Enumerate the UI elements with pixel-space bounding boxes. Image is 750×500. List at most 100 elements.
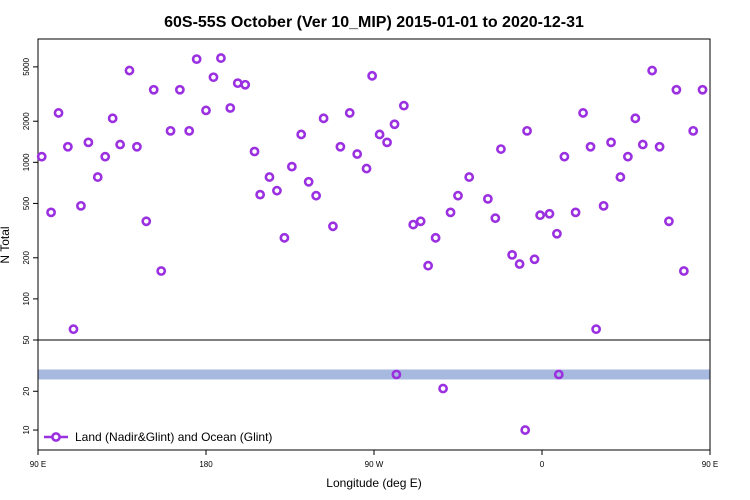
data-point — [570, 207, 581, 218]
x-tick-label: 90 W — [365, 460, 384, 469]
data-point — [591, 324, 602, 335]
data-point — [328, 221, 338, 232]
data-point — [201, 105, 211, 116]
x-tick-label: 90 E — [30, 460, 46, 469]
data-point — [148, 84, 159, 95]
top_panel-y-tick-label: 1000 — [22, 153, 31, 171]
data-point — [232, 78, 243, 89]
data-point — [352, 149, 363, 159]
data-point — [68, 324, 79, 335]
data-point — [389, 119, 400, 130]
top_panel-y-tick-label: 100 — [22, 292, 31, 306]
data-point — [615, 172, 626, 182]
data-point — [249, 146, 260, 157]
data-point — [438, 383, 448, 394]
data-point — [507, 249, 518, 260]
data-points — [36, 53, 708, 435]
data-point — [408, 219, 419, 230]
data-point — [398, 100, 409, 111]
data-point — [514, 259, 525, 269]
data-point — [464, 172, 475, 182]
data-point — [382, 137, 392, 148]
bottom_panel-y-tick-label: 20 — [22, 386, 31, 395]
data-point — [100, 151, 111, 162]
data-point — [647, 65, 658, 76]
data-point — [156, 266, 167, 276]
top_panel-y-tick-label: 200 — [22, 251, 31, 265]
data-point — [264, 172, 275, 182]
data-point — [423, 260, 434, 271]
legend: Land (Nadir&Glint) and Ocean (Glint) — [44, 430, 272, 444]
data-point — [115, 139, 126, 150]
data-point — [36, 151, 47, 162]
data-point — [415, 216, 426, 227]
data-point — [578, 108, 588, 118]
x-tick-label: 180 — [199, 460, 213, 469]
data-point — [585, 141, 596, 152]
data-point — [678, 266, 689, 276]
data-point — [697, 84, 708, 95]
data-point — [367, 70, 378, 81]
data-point — [165, 125, 176, 136]
data-point — [544, 208, 555, 219]
data-point — [107, 113, 118, 124]
data-point — [184, 125, 195, 136]
data-point — [654, 141, 665, 152]
data-point — [92, 172, 103, 182]
data-point — [552, 228, 562, 239]
data-point — [272, 185, 282, 196]
top_panel-y-tick-label: 50 — [22, 335, 31, 344]
data-point — [318, 113, 329, 124]
top-panel: 50 100 200 500 1000 2000 5000 — [22, 38, 711, 344]
data-point — [622, 151, 633, 162]
data-point — [311, 190, 322, 201]
data-point — [53, 108, 64, 118]
top_panel-y-tick-label: 500 — [22, 196, 31, 210]
data-point — [520, 425, 531, 435]
data-point — [240, 79, 251, 90]
data-point — [303, 176, 314, 187]
data-point — [132, 141, 142, 152]
data-point — [430, 232, 441, 243]
data-point — [62, 141, 73, 152]
data-point — [535, 210, 546, 221]
data-point — [225, 103, 236, 113]
legend-label: Land (Nadir&Glint) and Ocean (Glint) — [75, 430, 272, 444]
top_panel-y-tick-label: 5000 — [22, 57, 31, 75]
data-point — [671, 84, 682, 95]
data-point — [598, 200, 609, 211]
ocean-band — [38, 369, 710, 380]
data-point — [335, 141, 346, 152]
data-point — [208, 72, 219, 83]
data-point — [553, 369, 564, 380]
bottom_panel-y-tick-label: 10 — [22, 425, 31, 434]
data-point — [391, 369, 402, 380]
data-point — [296, 129, 307, 140]
top_panel-frame — [37, 38, 711, 341]
data-point — [83, 137, 94, 148]
data-point — [361, 163, 372, 174]
x-tick-label: 90 E — [702, 460, 718, 469]
data-point — [124, 65, 135, 76]
data-point — [496, 144, 506, 154]
data-point — [482, 193, 493, 204]
data-point — [453, 190, 463, 201]
data-point — [255, 189, 266, 200]
x-axis-label: Longitude (deg E) — [326, 476, 421, 490]
data-point — [216, 53, 226, 63]
data-point — [637, 139, 648, 150]
data-point — [522, 125, 532, 136]
x-tick-label: 0 — [540, 460, 545, 469]
data-point — [344, 108, 355, 118]
data-point — [46, 207, 56, 218]
data-point — [286, 161, 297, 172]
data-point — [374, 129, 385, 140]
data-point — [76, 200, 86, 211]
data-point — [141, 216, 152, 227]
data-point — [630, 113, 641, 124]
y-axis-label: N Total — [0, 226, 12, 263]
data-point — [490, 213, 501, 224]
data-point — [191, 54, 202, 65]
legend-marker — [51, 432, 61, 442]
